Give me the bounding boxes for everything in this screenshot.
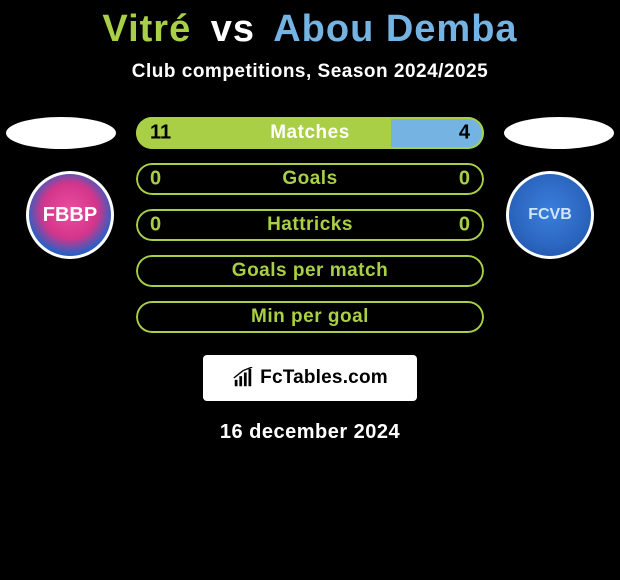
bar-label: Hattricks (136, 214, 484, 236)
stat-bar: 00Hattricks (136, 209, 484, 241)
watermark-text: FcTables.com (260, 367, 388, 389)
comparison-content: FBBP FCVB 114Matches 00Goals 00Hattricks Go… (0, 117, 620, 444)
right-club-label: FCVB (528, 206, 572, 224)
bar-label: Matches (136, 122, 484, 144)
bar-label: Goals per match (136, 260, 484, 282)
bar-label: Goals (136, 168, 484, 190)
page-title: Vitré vs Abou Demba (0, 0, 620, 51)
stat-bar: Goals per match (136, 255, 484, 287)
player2-name: Abou Demba (273, 8, 517, 50)
vs-text: vs (211, 8, 255, 50)
right-platform-ellipse (504, 117, 614, 149)
stat-bar: Min per goal (136, 301, 484, 333)
stat-bar: 114Matches (136, 117, 484, 149)
bar-label: Min per goal (136, 306, 484, 328)
left-platform-ellipse (6, 117, 116, 149)
player1-name: Vitré (102, 8, 191, 50)
date-text: 16 december 2024 (0, 421, 620, 444)
stat-bars: 114Matches 00Goals 00Hattricks Goals per ma… (136, 117, 484, 333)
subtitle: Club competitions, Season 2024/2025 (0, 61, 620, 83)
right-club-logo: FCVB (506, 171, 594, 259)
chart-icon (232, 367, 254, 389)
left-club-logo: FBBP (26, 171, 114, 259)
watermark: FcTables.com (203, 355, 417, 401)
left-club-label: FBBP (43, 204, 97, 227)
stat-bar: 00Goals (136, 163, 484, 195)
